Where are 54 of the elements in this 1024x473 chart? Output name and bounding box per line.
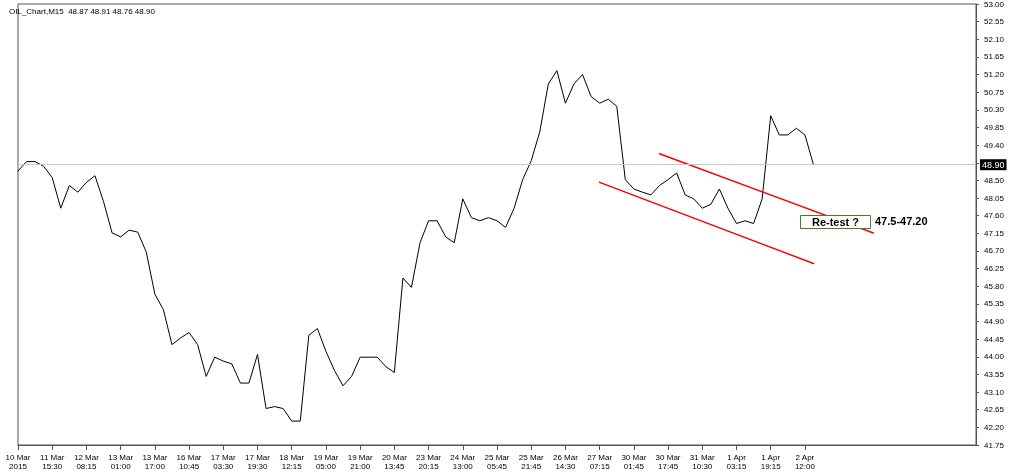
chart-title: OIL_Chart,M15 48.87 48.91 48.76 48.90 — [9, 6, 156, 16]
line-series — [17, 70, 814, 422]
y-tick-label: 52.10 — [984, 34, 1005, 44]
y-tick-label: 52.55 — [984, 17, 1005, 27]
x-tick-label: 11 Mar 15:30 — [40, 453, 65, 471]
y-tick-label: 46.25 — [984, 264, 1005, 274]
x-tick-label: 25 Mar 05:45 — [484, 453, 510, 471]
y-tick-label: 49.40 — [984, 140, 1005, 150]
y-tick-label: 44.00 — [984, 352, 1005, 362]
x-tick-label: 18 Mar 12:15 — [279, 453, 305, 471]
x-tick-label: 1 Apr 19:15 — [760, 453, 782, 471]
x-tick-label: 23 Mar 20:15 — [416, 453, 442, 471]
annotation: Re-test ? — [811, 216, 860, 228]
x-tick-label: 30 Mar 01:45 — [621, 453, 647, 471]
y-tick-label: 42.65 — [984, 405, 1005, 415]
x-tick-label: 10 Mar 2015 — [5, 453, 31, 471]
x-tick-label: 19 Mar 21:00 — [347, 453, 373, 471]
y-tick-label: 45.35 — [984, 299, 1005, 309]
x-tick-label: 26 Mar 14:30 — [552, 453, 579, 471]
y-tick-label: 44.45 — [984, 334, 1005, 344]
y-tick-label: 51.65 — [984, 52, 1005, 62]
x-tick-label: 13 Mar 17:00 — [142, 453, 168, 471]
x-tick-label: 1 Apr 03:15 — [726, 453, 748, 471]
y-tick-label: 53.00 — [984, 0, 1005, 9]
x-tick-label: 19 Mar 05:00 — [313, 453, 339, 471]
x-tick-label: 27 Mar 07:15 — [587, 453, 613, 471]
y-tick-label: 48.05 — [984, 193, 1005, 203]
y-tick-label: 50.75 — [984, 87, 1005, 97]
y-tick-label: 47.15 — [984, 228, 1005, 238]
y-tick-label: 51.20 — [984, 70, 1005, 80]
x-tick-label: 12 Mar 08:15 — [73, 453, 100, 471]
y-tick-label: 46.70 — [984, 246, 1005, 256]
y-tick-label: 41.75 — [984, 440, 1005, 450]
y-tick-label: 45.80 — [984, 281, 1005, 291]
y-tick-label: 44.90 — [984, 317, 1005, 327]
y-tick-label: 49.85 — [984, 122, 1005, 132]
x-tick-label: 17 Mar 03:30 — [210, 453, 237, 471]
y-tick-label: 47.60 — [984, 211, 1005, 221]
y-tick-label: 48.50 — [984, 175, 1005, 185]
y-tick-label: 50.30 — [984, 105, 1005, 115]
x-tick-label: 16 Mar 10:45 — [176, 453, 202, 471]
x-tick-label: 20 Mar 13:45 — [381, 453, 408, 471]
x-tick-label: 30 Mar 17:45 — [655, 453, 681, 471]
x-tick-label: 31 Mar 10:30 — [689, 453, 716, 471]
x-tick-label: 25 Mar 21:45 — [518, 453, 544, 471]
y-tick-label: 42.20 — [984, 422, 1005, 432]
y-tick-label: 43.55 — [984, 369, 1005, 379]
x-tick-label: 24 Mar 13:00 — [450, 453, 476, 471]
annotation: 47.5-47.20 — [875, 214, 928, 227]
y-tick-label: 43.10 — [984, 387, 1005, 397]
x-tick-label: 13 Mar 01:00 — [108, 453, 134, 471]
ref-line-label: 48.90 — [982, 159, 1005, 170]
x-tick-label: 17 Mar 19:30 — [245, 453, 271, 471]
x-tick-label: 2 Apr 12:00 — [794, 453, 816, 471]
